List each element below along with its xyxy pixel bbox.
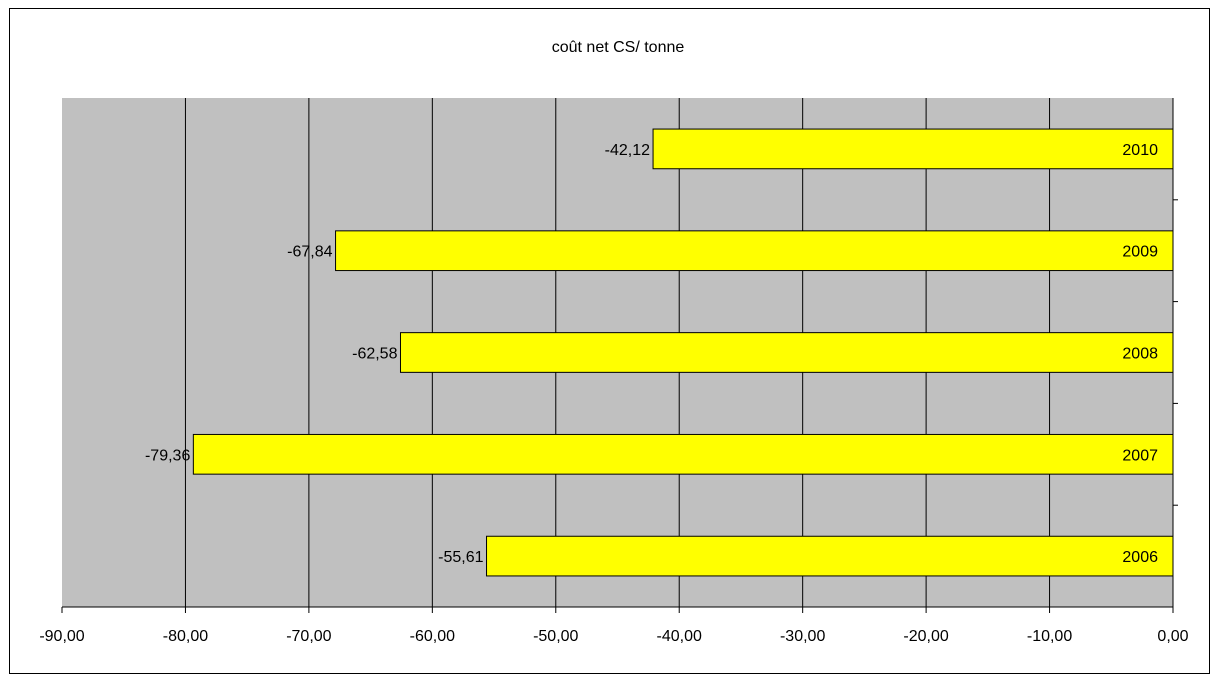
x-tick-label: -10,00 [1027,628,1072,645]
labels: -90,00 -80,00 -70,00 -60,00 -50,00 -40,00 -30,… [39,142,1188,645]
category-label: 2010 [1122,142,1158,159]
bar-2009 [335,230,1174,272]
category-label: 2009 [1122,244,1158,261]
bar-2008 [399,332,1174,373]
category-label: 2006 [1122,549,1158,566]
x-tick-label: -30,00 [780,628,825,645]
bar-value-label: -55,61 [438,549,483,566]
x-tick-label: -50,00 [533,628,578,645]
bar-2010 [652,128,1174,170]
x-tick-label: -40,00 [657,628,702,645]
bar-value-label: -42,12 [605,142,650,159]
bars [192,128,1174,577]
x-tick-label: -80,00 [163,628,208,645]
category-label: 2007 [1122,447,1158,464]
bar-value-label: -67,84 [287,244,332,261]
chart-title: coût net CS/ tonne [552,39,685,56]
x-tick-label: -60,00 [410,628,455,645]
category-label: 2008 [1122,346,1158,363]
bar-2007 [192,433,1174,475]
bar-value-label: -62,58 [352,346,397,363]
x-tick-label: 0,00 [1157,628,1188,645]
axes [61,98,1178,613]
x-tick-label: -90,00 [39,628,84,645]
bar-value-label: -79,36 [145,447,190,464]
bar-2006 [486,535,1174,577]
x-tick-label: -70,00 [286,628,331,645]
x-tick-label: -20,00 [903,628,948,645]
